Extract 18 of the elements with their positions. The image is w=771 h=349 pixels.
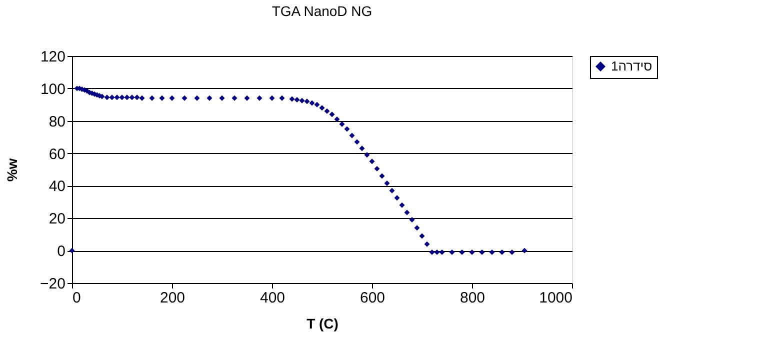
y-tick-label: 60 — [48, 146, 66, 163]
y-axis-title: %w — [4, 158, 20, 182]
x-tick-label: 200 — [160, 290, 186, 306]
y-tick-label: 120 — [40, 48, 66, 66]
y-tick-label: −20 — [40, 276, 66, 292]
y-tick-label: 0 — [57, 243, 66, 260]
x-tick-label: 400 — [260, 290, 286, 306]
x-axis-title: T (C) — [306, 316, 338, 332]
x-tick-label: 600 — [360, 290, 386, 306]
y-tick-label: 40 — [48, 178, 66, 196]
y-tick-label: 80 — [48, 113, 66, 130]
y-tick-label: 20 — [48, 210, 66, 228]
legend-label: סידרה1 — [611, 58, 652, 74]
x-tick-label: 0 — [72, 290, 81, 306]
x-tick-label: 800 — [460, 290, 486, 306]
x-tick-label: 1000 — [539, 290, 572, 306]
chart-title: TGA NanoD NG — [272, 3, 372, 19]
y-tick-label: 100 — [40, 80, 66, 98]
